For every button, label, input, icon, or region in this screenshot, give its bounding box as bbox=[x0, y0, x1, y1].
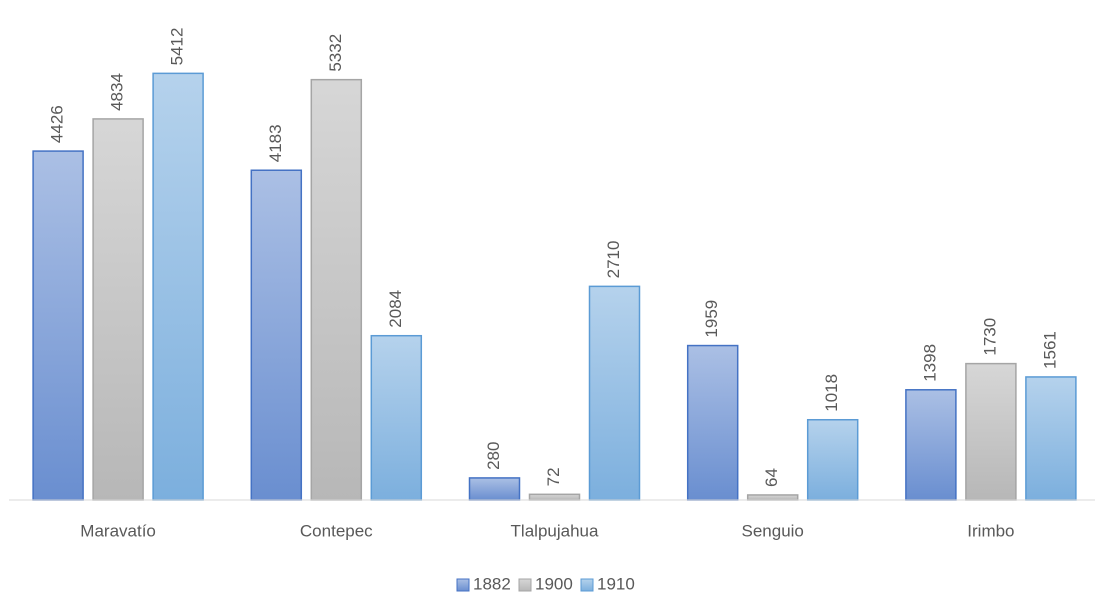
legend-label: 1900 bbox=[535, 574, 573, 593]
bar bbox=[310, 78, 363, 501]
data-label: 4426 bbox=[48, 105, 67, 143]
data-label: 1561 bbox=[1040, 331, 1059, 369]
bar bbox=[32, 150, 84, 501]
bar bbox=[152, 72, 204, 501]
bar bbox=[468, 477, 521, 501]
bar bbox=[686, 344, 739, 501]
data-label: 1398 bbox=[920, 344, 939, 382]
bar bbox=[806, 418, 859, 501]
data-label: 72 bbox=[544, 467, 563, 486]
data-label: 5332 bbox=[326, 34, 345, 72]
bar bbox=[250, 169, 303, 501]
bar bbox=[965, 362, 1017, 501]
data-label: 4834 bbox=[108, 73, 127, 111]
legend-swatch bbox=[456, 578, 470, 592]
x-tick-label: Irimbo bbox=[967, 521, 1014, 540]
data-label: 4183 bbox=[266, 124, 285, 162]
data-label: 1018 bbox=[822, 374, 841, 412]
x-tick-label: Maravatío bbox=[80, 521, 156, 540]
bar bbox=[905, 389, 957, 501]
x-tick-label: Senguio bbox=[742, 521, 804, 540]
bar bbox=[92, 118, 144, 501]
legend-label: 1910 bbox=[597, 574, 635, 593]
data-label: 280 bbox=[484, 442, 503, 470]
bar bbox=[528, 493, 581, 501]
bar bbox=[370, 334, 423, 501]
bar bbox=[588, 285, 641, 501]
data-label: 5412 bbox=[168, 28, 187, 66]
legend-swatch bbox=[518, 578, 532, 592]
data-label: 64 bbox=[762, 468, 781, 487]
x-tick-label: Tlalpujahua bbox=[511, 521, 599, 540]
data-label: 2710 bbox=[604, 241, 623, 279]
data-label: 1730 bbox=[980, 318, 999, 356]
legend-label: 1882 bbox=[473, 574, 511, 593]
bar bbox=[1025, 376, 1077, 501]
legend-swatch bbox=[580, 578, 594, 592]
data-label: 2084 bbox=[386, 290, 405, 328]
bar bbox=[746, 494, 799, 501]
data-label: 1959 bbox=[702, 300, 721, 338]
x-tick-label: Contepec bbox=[300, 521, 373, 540]
